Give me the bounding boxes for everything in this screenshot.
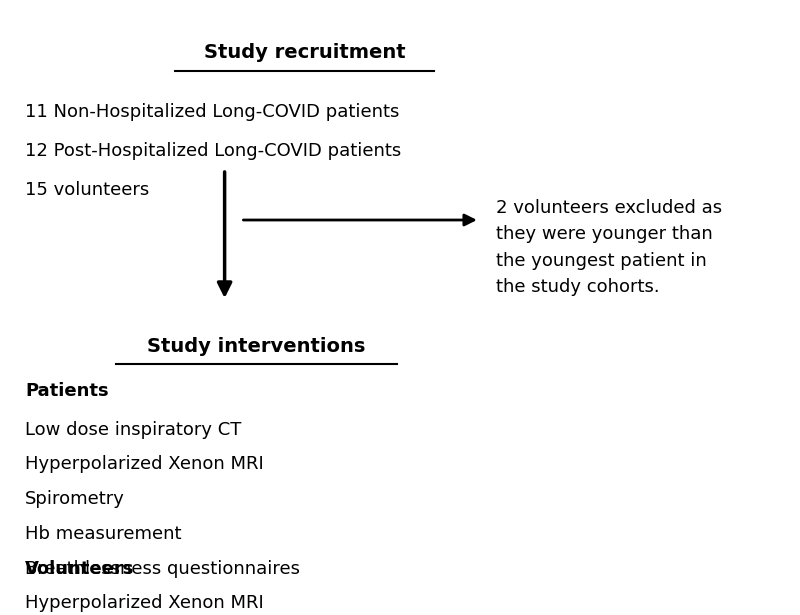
Text: Hyperpolarized Xenon MRI: Hyperpolarized Xenon MRI (26, 455, 264, 474)
Text: Volunteers: Volunteers (26, 560, 134, 577)
Text: Breathlessness questionnaires: Breathlessness questionnaires (26, 560, 300, 577)
Text: Patients: Patients (26, 382, 109, 400)
Text: 11 Non-Hospitalized Long-COVID patients: 11 Non-Hospitalized Long-COVID patients (26, 103, 400, 121)
Text: 15 volunteers: 15 volunteers (26, 181, 150, 199)
Text: Study interventions: Study interventions (147, 337, 366, 356)
Text: Study recruitment: Study recruitment (203, 43, 405, 62)
Text: Hyperpolarized Xenon MRI: Hyperpolarized Xenon MRI (26, 594, 264, 613)
Text: Low dose inspiratory CT: Low dose inspiratory CT (26, 421, 242, 438)
Text: Hb measurement: Hb measurement (26, 525, 182, 543)
Text: Spirometry: Spirometry (26, 490, 125, 508)
Text: 12 Post-Hospitalized Long-COVID patients: 12 Post-Hospitalized Long-COVID patients (26, 142, 402, 160)
Text: 2 volunteers excluded as
they were younger than
the youngest patient in
the stud: 2 volunteers excluded as they were young… (496, 199, 722, 296)
